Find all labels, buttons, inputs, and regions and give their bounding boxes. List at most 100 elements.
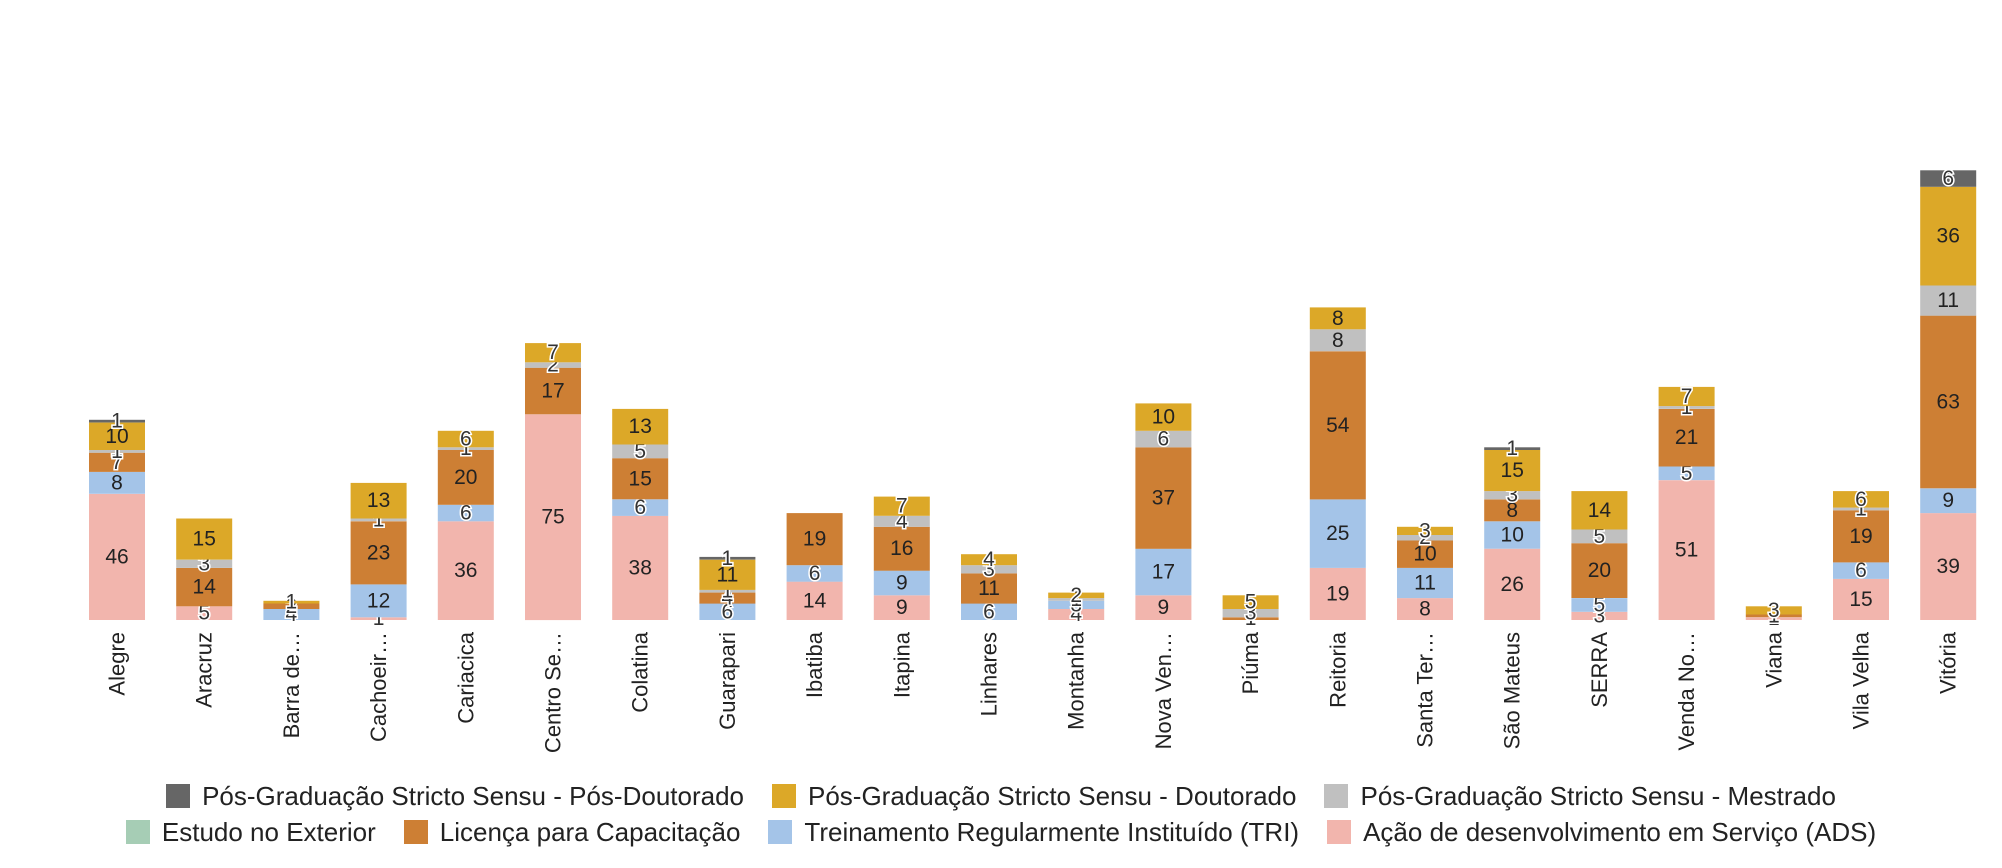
data-label: 75 bbox=[541, 506, 564, 529]
x-tick-label: Colatina bbox=[628, 631, 653, 712]
bar-segment bbox=[1920, 170, 1977, 187]
data-label: 5 bbox=[198, 602, 210, 625]
bar-segment bbox=[1048, 609, 1105, 620]
bar-segment bbox=[89, 493, 145, 620]
bar-segment bbox=[176, 518, 233, 560]
bar-segment bbox=[612, 444, 669, 459]
data-label: 2 bbox=[1070, 584, 1082, 607]
legend-label: Licença para Capacitação bbox=[439, 816, 741, 847]
data-label: 19 bbox=[803, 528, 826, 551]
bar-segment bbox=[961, 554, 1017, 566]
bars-layer: 4687110151431542111223113366201675172738… bbox=[89, 166, 1977, 632]
bar-segment bbox=[1222, 609, 1279, 618]
bar-segment bbox=[961, 565, 1017, 574]
data-label: 5 bbox=[1594, 593, 1606, 616]
data-label: 23 bbox=[367, 541, 390, 564]
bar-segment bbox=[873, 570, 930, 596]
data-label: 6 bbox=[1158, 428, 1170, 451]
legend-row: Estudo no Exterior Licença para Capacitaç… bbox=[0, 814, 2002, 850]
bar-segment bbox=[873, 496, 930, 516]
data-label: 20 bbox=[1588, 559, 1611, 582]
data-label: 19 bbox=[1326, 583, 1349, 606]
bar-segment bbox=[699, 603, 756, 620]
data-label: 11 bbox=[1414, 572, 1436, 595]
bar-segment bbox=[1833, 507, 1889, 511]
data-label: 3 bbox=[1768, 599, 1780, 622]
bar-segment bbox=[1920, 488, 1977, 514]
data-label: 15 bbox=[1501, 459, 1524, 482]
legend-swatch bbox=[768, 820, 793, 844]
data-label: 17 bbox=[541, 380, 564, 403]
data-label: 2 bbox=[286, 595, 298, 618]
bar-segment bbox=[1309, 329, 1366, 352]
legend-swatch bbox=[125, 820, 150, 844]
bar-segment bbox=[699, 556, 756, 560]
data-label: 11 bbox=[1937, 289, 1959, 312]
legend-label: Estudo no Exterior bbox=[161, 816, 376, 847]
data-label: 16 bbox=[890, 537, 913, 560]
x-tick-label: Vila Velha bbox=[1849, 631, 1874, 729]
legend: Pós-Graduação Stricto Sensu - Pós-Doutor… bbox=[0, 778, 2002, 850]
x-tick-label: Guarapari bbox=[715, 632, 740, 730]
data-label: 15 bbox=[193, 528, 216, 551]
bar-segment bbox=[1397, 540, 1453, 568]
bar-segment bbox=[1571, 611, 1628, 620]
data-label: 9 bbox=[1158, 596, 1170, 619]
data-label: 14 bbox=[803, 589, 827, 612]
data-label: 5 bbox=[634, 440, 646, 463]
data-label: 10 bbox=[105, 425, 128, 448]
data-label: 6 bbox=[1855, 559, 1867, 582]
bar-segment bbox=[437, 450, 494, 505]
data-label: 1 bbox=[111, 410, 123, 433]
bar-segment bbox=[699, 559, 756, 590]
data-label: 13 bbox=[629, 415, 652, 438]
data-label: 10 bbox=[1501, 524, 1524, 547]
bar-segment bbox=[1222, 617, 1279, 620]
bar-segment bbox=[1397, 567, 1453, 599]
bar-segment bbox=[1833, 491, 1889, 508]
bar-segment bbox=[89, 450, 145, 453]
bar-segment bbox=[1571, 491, 1628, 530]
bar-segment bbox=[1484, 548, 1541, 620]
x-tick-labels: Alegre Aracruz Barra de… Cachoeir… Cariacica… bbox=[105, 631, 1961, 753]
data-label: 5 bbox=[1245, 591, 1257, 614]
bar-segment bbox=[786, 581, 843, 620]
bar-segment bbox=[176, 606, 233, 620]
bar-segment bbox=[89, 422, 145, 450]
legend-label: Ação de desenvolvimento em Serviço (ADS) bbox=[1363, 816, 1877, 847]
x-tick-label: Santa Ter… bbox=[1413, 632, 1438, 748]
bar-segment bbox=[1833, 510, 1889, 563]
x-tick-label: Viana bbox=[1761, 631, 1786, 688]
x-tick-label: Itapina bbox=[889, 631, 914, 698]
legend-item: Ação de desenvolvimento em Serviço (ADS) bbox=[1327, 817, 1876, 848]
bar-segment bbox=[1833, 578, 1889, 620]
bar-segment bbox=[1745, 617, 1802, 620]
bar-segment bbox=[1309, 567, 1366, 620]
bar-segment bbox=[1135, 447, 1192, 549]
bar-segment bbox=[437, 521, 494, 620]
data-label: 26 bbox=[1501, 573, 1524, 596]
bar-segment bbox=[612, 499, 669, 516]
bar-segment bbox=[612, 515, 669, 620]
bar-segment bbox=[525, 362, 581, 368]
bar-segment bbox=[350, 521, 407, 585]
data-label: 8 bbox=[1419, 598, 1431, 621]
bar-segment bbox=[873, 595, 930, 620]
bar-segment bbox=[961, 603, 1017, 620]
bar-segment bbox=[1484, 450, 1541, 492]
bar-segment bbox=[89, 452, 145, 472]
data-label: 3 bbox=[1419, 519, 1431, 542]
bar-segment bbox=[1920, 285, 1977, 316]
bar-segment bbox=[437, 430, 494, 448]
data-label: 7 bbox=[1681, 385, 1693, 408]
x-tick-label: Aracruz bbox=[192, 632, 217, 708]
bar-segment bbox=[873, 515, 930, 527]
bar-segment bbox=[1484, 521, 1541, 549]
bar-segment bbox=[176, 567, 233, 607]
data-label: 8 bbox=[111, 471, 123, 494]
bar-segment bbox=[525, 367, 581, 415]
data-label: 9 bbox=[896, 596, 908, 619]
bar-segment bbox=[1048, 600, 1105, 609]
